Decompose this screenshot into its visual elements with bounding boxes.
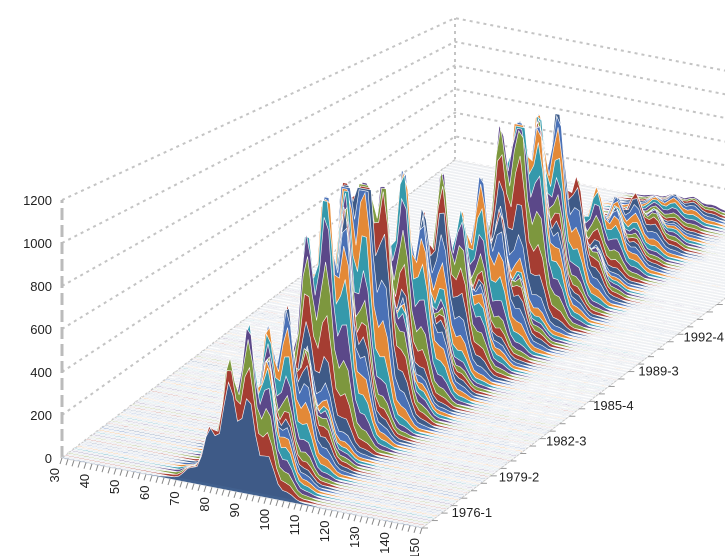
z-tick-label: 1982-3 <box>546 434 586 449</box>
x-tick-mark <box>408 526 410 532</box>
z-tick-label: 1979-2 <box>499 469 539 484</box>
x-tick-mark <box>312 507 314 513</box>
x-tick-mark <box>228 491 230 497</box>
x-tick-mark <box>198 485 200 491</box>
x-tick-label: 30 <box>47 468 62 482</box>
x-tick-label: 70 <box>167 491 182 505</box>
x-tick-mark <box>414 527 416 533</box>
z-tick-label: 1989-3 <box>638 364 678 379</box>
x-tick-mark <box>216 488 218 494</box>
x-tick-mark <box>336 512 338 518</box>
x-tick-mark <box>84 463 86 469</box>
x-tick-label: 130 <box>347 526 362 548</box>
x-tick-mark <box>342 513 344 519</box>
y-tick-label: 600 <box>30 322 52 337</box>
x-tick-mark <box>252 495 254 501</box>
x-tick-mark <box>72 460 74 466</box>
y-tick-label: 800 <box>30 279 52 294</box>
x-tick-mark <box>366 518 368 524</box>
x-tick-mark <box>204 486 206 492</box>
x-tick-mark <box>378 520 380 526</box>
x-tick-label: 110 <box>287 515 302 536</box>
x-tick-mark <box>66 459 68 465</box>
x-tick-label: 120 <box>317 521 332 543</box>
x-tick-mark <box>78 462 80 468</box>
x-tick-mark <box>114 469 116 475</box>
x-tick-mark <box>108 467 110 473</box>
x-tick-mark <box>192 484 194 490</box>
y-tick-label: 1000 <box>23 236 52 251</box>
x-tick-mark <box>138 473 140 479</box>
x-tick-mark <box>90 464 92 470</box>
x-tick-mark <box>330 511 332 517</box>
x-tick-mark <box>300 505 302 511</box>
x-tick-mark <box>132 472 134 478</box>
x-tick-mark <box>354 515 356 521</box>
y-tick-label: 1200 <box>23 193 52 208</box>
x-tick-mark <box>144 474 146 480</box>
y-tick-label: 0 <box>45 451 52 466</box>
z-tick-label: 1985-4 <box>593 398 633 413</box>
x-tick-label: 100 <box>257 509 272 531</box>
x-tick-mark <box>384 521 386 527</box>
x-tick-mark <box>264 498 266 504</box>
x-tick-mark <box>402 525 404 531</box>
x-tick-mark <box>120 470 122 476</box>
x-tick-mark <box>162 478 164 484</box>
y-tick-label: 400 <box>30 365 52 380</box>
x-tick-mark <box>174 480 176 486</box>
x-tick-mark <box>222 490 224 496</box>
x-tick-mark <box>102 466 104 472</box>
x-tick-mark <box>240 493 242 499</box>
x-tick-mark <box>234 492 236 498</box>
x-tick-mark <box>420 528 422 534</box>
x-tick-mark <box>150 476 152 482</box>
y-axis: 0 200 400 600 800 1000 1200 <box>23 193 52 466</box>
x-tick-mark <box>288 502 290 508</box>
x-tick-mark <box>372 519 374 525</box>
z-tick-label: 1976-1 <box>452 505 492 520</box>
x-tick-mark <box>180 481 182 487</box>
x-tick-label: 50 <box>107 480 122 494</box>
x-tick-label: 80 <box>197 497 212 511</box>
x-tick-mark <box>360 516 362 522</box>
x-tick-label: 140 <box>377 532 392 554</box>
x-tick-mark <box>246 494 248 500</box>
x-tick-label: 90 <box>227 503 242 517</box>
x-tick-mark <box>390 522 392 528</box>
x-tick-mark <box>258 497 260 503</box>
x-tick-mark <box>276 500 278 506</box>
gridline <box>62 18 725 200</box>
x-tick-mark <box>210 487 212 493</box>
x-tick-mark <box>270 499 272 505</box>
x-tick-mark <box>156 477 158 483</box>
x-tick-mark <box>126 471 128 477</box>
y-tick-label: 200 <box>30 408 52 423</box>
x-tick-label: 40 <box>77 474 92 488</box>
x-tick-mark <box>324 509 326 515</box>
x-tick-mark <box>294 504 296 510</box>
x-tick-mark <box>396 523 398 529</box>
x-tick-mark <box>96 465 98 471</box>
x-tick-mark <box>318 508 320 514</box>
x-tick-label: 150 <box>407 538 422 556</box>
x-tick-mark <box>282 501 284 507</box>
x-tick-mark <box>348 514 350 520</box>
x-tick-label: 60 <box>137 486 152 500</box>
x-tick-mark <box>186 483 188 489</box>
x-tick-mark <box>306 506 308 512</box>
x-tick-mark <box>168 479 170 485</box>
z-tick-label: 1992-4 <box>684 329 724 344</box>
x-tick-mark <box>60 458 62 464</box>
